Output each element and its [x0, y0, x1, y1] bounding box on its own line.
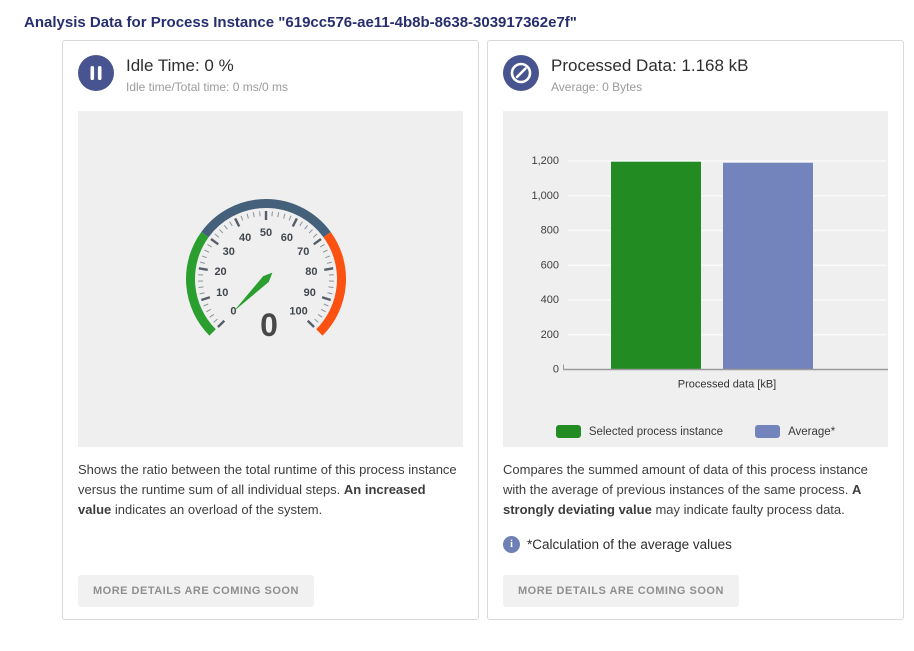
processed-card-subtitle: Average: 0 Bytes [551, 80, 749, 94]
svg-text:Processed data [kB]: Processed data [kB] [678, 379, 776, 391]
legend-swatch-green [556, 425, 581, 438]
svg-text:10: 10 [216, 287, 228, 299]
svg-text:20: 20 [214, 266, 226, 278]
more-details-button[interactable]: MORE DETAILS ARE COMING SOON [503, 575, 739, 607]
card-processed-data: Processed Data: 1.168 kB Average: 0 Byte… [487, 40, 904, 620]
svg-text:60: 60 [281, 232, 293, 244]
legend-label: Average* [788, 426, 835, 438]
svg-text:50: 50 [260, 227, 272, 239]
svg-text:40: 40 [239, 232, 251, 244]
processed-bar-chart: 0 200 400 600 800 1,000 1,200 Processed data [k… [503, 111, 889, 407]
svg-text:30: 30 [223, 246, 235, 258]
svg-text:0: 0 [260, 307, 278, 343]
svg-text:0: 0 [553, 364, 559, 376]
processed-card-header: Processed Data: 1.168 kB Average: 0 Byte… [503, 55, 888, 94]
card-idle-time: Idle Time: 0 % Idle time/Total time: 0 m… [62, 40, 479, 620]
svg-text:600: 600 [541, 259, 559, 271]
svg-text:80: 80 [305, 266, 317, 278]
svg-text:90: 90 [304, 287, 316, 299]
processed-card-title: Processed Data: 1.168 kB [551, 56, 749, 76]
more-details-button[interactable]: MORE DETAILS ARE COMING SOON [78, 575, 314, 607]
svg-text:200: 200 [541, 329, 559, 341]
idle-card-subtitle: Idle time/Total time: 0 ms/0 ms [126, 80, 288, 94]
processed-description: Compares the summed amount of data of th… [503, 460, 888, 520]
legend-item-average[interactable]: Average* [755, 425, 835, 438]
processed-bar-panel: 0 200 400 600 800 1,000 1,200 Processed data [k… [503, 111, 888, 447]
svg-text:1,200: 1,200 [531, 155, 559, 167]
legend-swatch-purple [755, 425, 780, 438]
speedometer-icon [503, 55, 539, 91]
svg-text:1,000: 1,000 [531, 190, 559, 202]
chart-legend: Selected process instance Average* [503, 425, 888, 438]
average-calculation-link[interactable]: i *Calculation of the average values [503, 536, 888, 553]
svg-text:70: 70 [297, 246, 309, 258]
legend-item-selected-instance[interactable]: Selected process instance [556, 425, 723, 438]
idle-card-title: Idle Time: 0 % [126, 56, 288, 76]
pause-icon [78, 55, 114, 91]
idle-description: Shows the ratio between the total runtim… [78, 460, 463, 520]
info-icon: i [503, 536, 520, 553]
legend-label: Selected process instance [589, 426, 723, 438]
svg-text:100: 100 [289, 306, 307, 318]
svg-text:800: 800 [541, 225, 559, 237]
svg-text:400: 400 [541, 294, 559, 306]
idle-card-header: Idle Time: 0 % Idle time/Total time: 0 m… [78, 55, 463, 94]
analysis-cards: Idle Time: 0 % Idle time/Total time: 0 m… [62, 40, 904, 620]
page-title: Analysis Data for Process Instance "619c… [24, 14, 914, 31]
